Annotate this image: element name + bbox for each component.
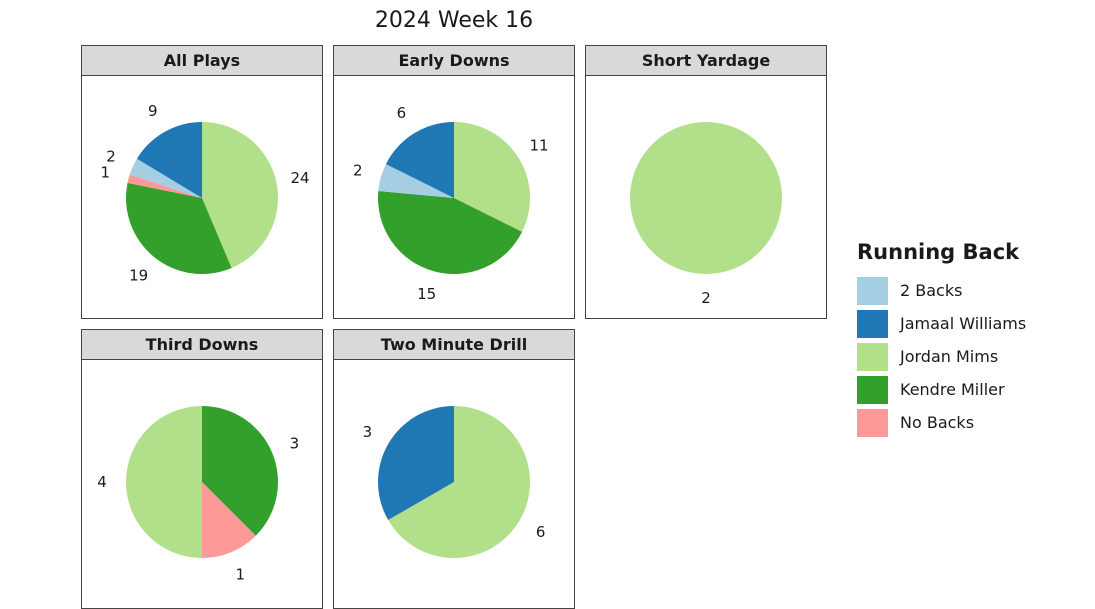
- legend-item-2-backs: 2 Backs: [857, 274, 1026, 307]
- slice-value-label: 2: [353, 162, 363, 180]
- pie-slice-jordan-mims: [202, 122, 278, 269]
- pie-chart: 2: [630, 122, 782, 307]
- pie-slice-kendre-miller: [125, 182, 232, 274]
- panel-short-yardage: Short Yardage 2: [585, 45, 827, 319]
- pie-slice-jordan-mims: [630, 122, 782, 274]
- legend-swatch: [857, 309, 888, 338]
- pie-chart: 63: [363, 406, 546, 558]
- pie-chart: 24 19 12 9: [101, 102, 310, 284]
- slice-value-label: 1: [101, 164, 111, 182]
- pie-slice-jordan-mims: [126, 406, 202, 558]
- panel-all-plays: All Plays 24 19 1 2 9: [81, 45, 323, 319]
- pie-slice-no-backs: [202, 482, 256, 558]
- panel-early-downs: Early Downs 11 15 2 6: [333, 45, 575, 319]
- pie-chart: 3 1 4: [97, 406, 300, 583]
- legend-item-no-backs: No Backs: [857, 406, 1026, 439]
- slice-value-label: 3: [363, 423, 373, 441]
- legend: Running Back 2 Backs Jamaal Williams Jor…: [857, 240, 1026, 439]
- slice-value-label: 1: [235, 565, 245, 583]
- legend-swatch: [857, 276, 888, 305]
- legend-label: No Backs: [900, 413, 975, 432]
- slice-value-label: 2: [106, 147, 116, 165]
- pie-slice-jamaal-williams: [378, 406, 454, 520]
- pie-slice-2-backs: [129, 158, 202, 198]
- legend-label: Jamaal Williams: [900, 314, 1027, 333]
- legend-label: 2 Backs: [900, 281, 963, 300]
- slice-value-label: 9: [148, 102, 158, 120]
- legend-swatch: [857, 408, 888, 437]
- pie-slice-jordan-mims: [454, 122, 530, 232]
- panel-title: All Plays: [82, 46, 322, 76]
- slice-value-label: 15: [417, 285, 436, 303]
- pie-slice-jamaal-williams: [385, 122, 454, 198]
- slice-value-label: 4: [97, 473, 107, 491]
- legend-item-jamaal-williams: Jamaal Williams: [857, 307, 1026, 340]
- chart-subtitle: 2024 Week 16: [374, 8, 534, 33]
- panel-title: Short Yardage: [586, 46, 826, 76]
- legend-item-kendre-miller: Kendre Miller: [857, 373, 1026, 406]
- slice-value-label: 6: [536, 523, 546, 541]
- pie-slice-kendre-miller: [378, 190, 523, 274]
- pie-chart: 11 15 2 6: [353, 104, 549, 303]
- panel-title: Early Downs: [334, 46, 574, 76]
- pie-slice-jamaal-williams: [136, 122, 202, 198]
- legend-swatch: [857, 375, 888, 404]
- panel-third-downs: Third Downs 3 1 4: [81, 329, 323, 609]
- pie-slice-2-backs: [378, 164, 454, 198]
- pie-slice-jordan-mims: [388, 406, 530, 558]
- panel-title: Third Downs: [82, 330, 322, 360]
- legend-label: Jordan Mims: [900, 347, 999, 366]
- legend-label: Kendre Miller: [900, 380, 1005, 399]
- slice-value-label: 3: [290, 435, 300, 453]
- slice-value-label: 2: [701, 289, 711, 307]
- slice-value-label: 24: [290, 169, 309, 187]
- legend-swatch: [857, 342, 888, 371]
- slice-value-label: 19: [129, 266, 148, 284]
- legend-title: Running Back: [857, 240, 1020, 264]
- pie-slice-kendre-miller: [202, 406, 278, 536]
- slice-value-label: 11: [529, 136, 548, 154]
- panel-title: Two Minute Drill: [334, 330, 574, 360]
- pie-slice-no-backs: [127, 174, 202, 198]
- legend-item-jordan-mims: Jordan Mims: [857, 340, 1026, 373]
- slice-value-label: 6: [397, 104, 407, 122]
